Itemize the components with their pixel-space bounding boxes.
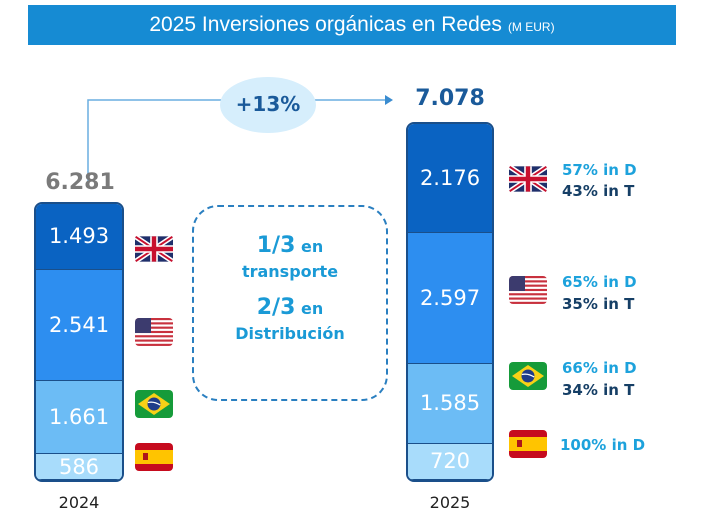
brazil-flag-icon bbox=[509, 362, 547, 390]
chart-title: 2025 Inversiones orgánicas en Redes (M EU… bbox=[28, 5, 676, 45]
note-frac-1: 1/3 bbox=[256, 233, 296, 258]
uk-flag-icon bbox=[509, 165, 547, 193]
bar-2025: 2.176 2.597 1.585 720 bbox=[406, 122, 494, 482]
bar-segment-us-2024: 2.541 bbox=[36, 269, 122, 382]
bar-segment-spain-2024: 586 bbox=[36, 454, 122, 480]
year-2024: 2024 bbox=[58, 493, 100, 512]
distribution-note: 1/3 en transporte 2/3 en Distribución bbox=[192, 205, 388, 401]
us-flag-icon bbox=[135, 318, 173, 346]
bar-segment-uk-2024: 1.493 bbox=[36, 204, 122, 270]
note-word-1: transporte bbox=[241, 262, 339, 281]
bar-2024: 1.493 2.541 1.661 586 bbox=[34, 202, 124, 482]
growth-bubble bbox=[220, 77, 316, 133]
total-2024: 6.281 bbox=[45, 170, 115, 195]
title-unit: (M EUR) bbox=[507, 20, 555, 34]
note-en-1: en bbox=[300, 237, 324, 256]
bar-segment-us-2025: 2.597 bbox=[408, 233, 492, 365]
bar-segment-brazil-2024: 1.661 bbox=[36, 381, 122, 455]
uk-pct-d: 57% in D bbox=[562, 161, 637, 179]
total-2025: 7.078 bbox=[415, 86, 485, 111]
note-en-2: en bbox=[300, 299, 324, 318]
uk-pct-t: 43% in T bbox=[562, 182, 635, 200]
bar-segment-uk-2025: 2.176 bbox=[408, 124, 492, 234]
bar-segment-brazil-2025: 1.585 bbox=[408, 364, 492, 444]
note-word-2: Distribución bbox=[235, 324, 345, 343]
growth-label: +13% bbox=[235, 92, 301, 116]
es-pct-d: 100% in D bbox=[560, 436, 646, 454]
spain-flag-icon bbox=[509, 430, 547, 458]
note-frac-2: 2/3 bbox=[256, 295, 296, 320]
year-2025: 2025 bbox=[429, 493, 471, 512]
us-pct-t: 35% in T bbox=[562, 295, 635, 313]
uk-flag-icon bbox=[135, 235, 173, 263]
bar-segment-spain-2025: 720 bbox=[408, 443, 492, 480]
brazil-flag-icon bbox=[135, 390, 173, 418]
br-pct-t: 34% in T bbox=[562, 381, 635, 399]
title-text: 2025 Inversiones orgánicas en Redes bbox=[149, 13, 502, 36]
spain-flag-icon bbox=[135, 443, 173, 471]
us-pct-d: 65% in D bbox=[562, 273, 637, 291]
us-flag-icon bbox=[509, 276, 547, 304]
br-pct-d: 66% in D bbox=[562, 359, 637, 377]
